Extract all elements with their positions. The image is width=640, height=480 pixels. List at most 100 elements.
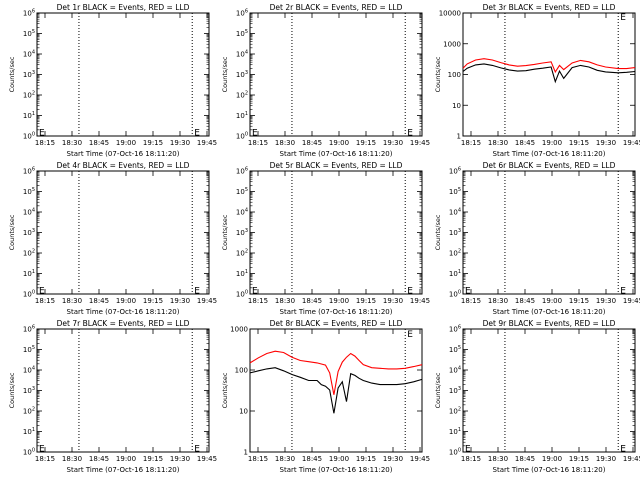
y-tick-label: 10 [239, 408, 248, 416]
x-tick-label: 18:15 [35, 455, 55, 463]
x-tick-label: 19:15 [569, 297, 589, 305]
y-tick-label: 1000 [443, 40, 461, 48]
events-series-line [462, 63, 636, 84]
x-tick-label: 18:15 [248, 297, 268, 305]
x-axis-label: Start Time (07-Oct-16 18:11:20) [67, 466, 180, 474]
events-series-line [249, 367, 423, 414]
y-tick-label: 10 [452, 102, 461, 110]
x-tick-label: 19:00 [329, 455, 349, 463]
x-tick-label: 19:45 [410, 139, 430, 147]
y-tick-label: 105 [449, 345, 461, 354]
x-axis-label: Start Time (07-Oct-16 18:11:20) [67, 308, 180, 316]
x-tick-label: 18:15 [461, 297, 481, 305]
x-axis-label: Start Time (07-Oct-16 18:11:20) [280, 308, 393, 316]
y-tick-label: 101 [449, 269, 461, 278]
x-tick-label: 19:45 [623, 139, 640, 147]
x-tick-label: 19:00 [116, 297, 136, 305]
x-tick-label: 19:45 [197, 139, 217, 147]
event-marker-label: E [407, 330, 413, 340]
detector-panel-2: Det 2r BLACK = Events, RED = LLD Counts/s… [221, 3, 430, 158]
x-tick-label: 18:30 [62, 455, 82, 463]
x-tick-label: 18:30 [275, 297, 295, 305]
y-axis-label: Counts/sec [8, 56, 16, 92]
x-tick-label: 19:30 [170, 297, 190, 305]
y-tick-label: 100 [449, 448, 461, 457]
y-tick-label: 102 [236, 91, 248, 100]
x-tick-label: 18:15 [35, 297, 55, 305]
plot-frame [36, 12, 210, 137]
y-axis-label: Counts/sec [434, 372, 442, 408]
event-marker-label: E [620, 286, 626, 296]
x-tick-label: 19:30 [596, 455, 616, 463]
panel-title: Det 5r BLACK = Events, RED = LLD [270, 161, 403, 170]
y-tick-label: 100 [23, 132, 35, 141]
detector-panel-5: Det 5r BLACK = Events, RED = LLD Counts/s… [221, 161, 430, 316]
x-axis-label: Start Time (07-Oct-16 18:11:20) [493, 466, 606, 474]
x-tick-label: 19:45 [410, 455, 430, 463]
y-tick-label: 103 [449, 228, 461, 237]
plot-frame [462, 170, 636, 295]
event-marker-label: E [252, 128, 258, 138]
x-tick-label: 19:30 [383, 455, 403, 463]
y-tick-label: 100 [235, 367, 248, 375]
panel-title: Det 1r BLACK = Events, RED = LLD [57, 3, 190, 12]
x-tick-label: 19:30 [170, 455, 190, 463]
event-marker-label: E [39, 128, 45, 138]
y-tick-label: 106 [23, 167, 35, 176]
y-tick-label: 100 [23, 290, 35, 299]
x-tick-label: 19:45 [623, 297, 640, 305]
y-tick-label: 101 [449, 427, 461, 436]
plot-frame [36, 170, 210, 295]
y-tick-label: 10000 [439, 10, 461, 18]
y-tick-label: 100 [236, 290, 248, 299]
y-tick-label: 102 [236, 249, 248, 258]
event-marker-label: E [407, 128, 413, 138]
plot-frame [249, 328, 423, 453]
y-tick-label: 104 [23, 50, 35, 59]
plot-frame [462, 12, 636, 137]
y-tick-label: 103 [236, 228, 248, 237]
y-tick-label: 103 [23, 70, 35, 79]
x-tick-label: 19:45 [410, 297, 430, 305]
y-tick-label: 103 [23, 386, 35, 395]
x-tick-label: 18:15 [248, 455, 268, 463]
y-tick-label: 101 [23, 111, 35, 120]
y-tick-label: 106 [449, 325, 461, 334]
y-axis-label: Counts/sec [434, 56, 442, 92]
y-tick-label: 1000 [230, 326, 248, 334]
detector-panel-1: Det 1r BLACK = Events, RED = LLD Counts/s… [8, 3, 217, 158]
x-tick-label: 19:45 [623, 455, 640, 463]
y-tick-label: 100 [449, 290, 461, 299]
event-marker-label: E [620, 444, 626, 454]
x-tick-label: 18:15 [248, 139, 268, 147]
y-tick-label: 105 [23, 29, 35, 38]
x-tick-label: 19:15 [569, 139, 589, 147]
y-tick-label: 104 [449, 366, 461, 375]
detector-panel-7: Det 7r BLACK = Events, RED = LLD Counts/s… [8, 319, 217, 474]
x-tick-label: 18:45 [302, 455, 322, 463]
x-tick-label: 18:30 [488, 297, 508, 305]
event-marker-label: E [620, 13, 626, 23]
x-tick-label: 19:00 [542, 139, 562, 147]
y-tick-label: 104 [236, 208, 248, 217]
panel-title: Det 4r BLACK = Events, RED = LLD [57, 161, 190, 170]
y-tick-label: 105 [236, 29, 248, 38]
x-tick-label: 18:30 [275, 139, 295, 147]
event-marker-label: E [252, 286, 258, 296]
y-tick-label: 105 [449, 187, 461, 196]
x-tick-label: 19:45 [197, 297, 217, 305]
y-tick-label: 102 [23, 91, 35, 100]
detector-panel-3: Det 3r BLACK = Events, RED = LLD Counts/s… [434, 3, 640, 158]
event-marker-label: E [194, 444, 200, 454]
x-tick-label: 18:45 [89, 455, 109, 463]
y-tick-label: 105 [23, 187, 35, 196]
y-tick-label: 106 [236, 9, 248, 18]
y-tick-label: 102 [23, 249, 35, 258]
y-tick-label: 105 [236, 187, 248, 196]
x-tick-label: 18:30 [62, 139, 82, 147]
x-axis-label: Start Time (07-Oct-16 18:11:20) [67, 150, 180, 158]
x-tick-label: 19:15 [356, 455, 376, 463]
x-tick-label: 19:30 [596, 139, 616, 147]
x-tick-label: 18:30 [275, 455, 295, 463]
